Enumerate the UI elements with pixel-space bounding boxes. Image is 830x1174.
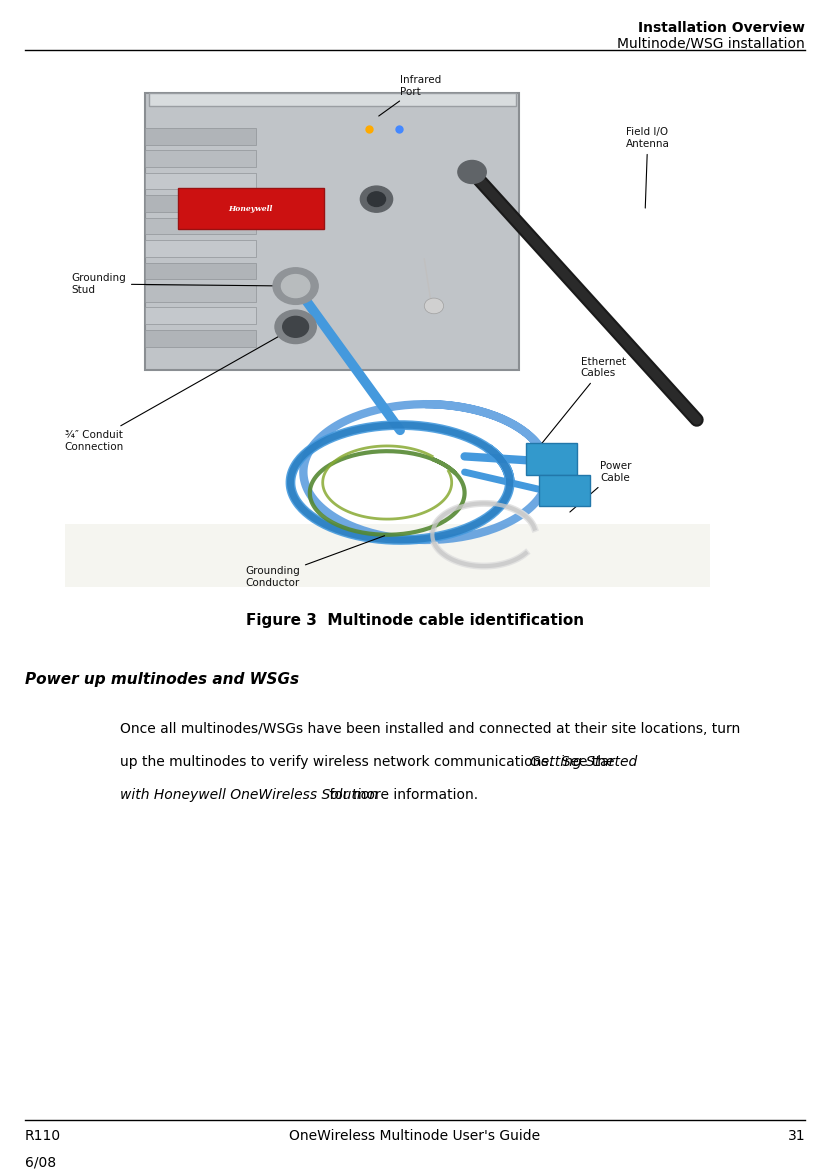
FancyBboxPatch shape bbox=[145, 93, 520, 370]
Text: Grounding
Conductor: Grounding Conductor bbox=[246, 535, 384, 588]
Circle shape bbox=[360, 187, 393, 212]
FancyBboxPatch shape bbox=[178, 188, 324, 229]
FancyBboxPatch shape bbox=[145, 150, 256, 167]
Text: Grounding
Stud: Grounding Stud bbox=[71, 274, 293, 295]
FancyBboxPatch shape bbox=[149, 93, 516, 107]
Circle shape bbox=[458, 161, 486, 183]
Circle shape bbox=[424, 298, 443, 313]
Text: Power up multinodes and WSGs: Power up multinodes and WSGs bbox=[25, 672, 299, 687]
Text: OneWireless Multinode User's Guide: OneWireless Multinode User's Guide bbox=[290, 1129, 540, 1143]
FancyBboxPatch shape bbox=[145, 285, 256, 302]
FancyBboxPatch shape bbox=[526, 444, 578, 474]
FancyBboxPatch shape bbox=[145, 263, 256, 279]
FancyBboxPatch shape bbox=[145, 217, 256, 235]
Text: Once all multinodes/WSGs have been installed and connected at their site locatio: Once all multinodes/WSGs have been insta… bbox=[120, 722, 740, 736]
Text: Figure 3  Multinode cable identification: Figure 3 Multinode cable identification bbox=[246, 613, 584, 628]
Text: R110: R110 bbox=[25, 1129, 61, 1143]
FancyBboxPatch shape bbox=[145, 241, 256, 257]
Circle shape bbox=[368, 191, 385, 207]
Text: Infrared
Port: Infrared Port bbox=[378, 75, 442, 116]
FancyBboxPatch shape bbox=[145, 128, 256, 144]
Text: ¾″ Conduit
Connection: ¾″ Conduit Connection bbox=[65, 329, 293, 452]
Text: Ethernet
Cables: Ethernet Cables bbox=[537, 357, 626, 448]
FancyBboxPatch shape bbox=[65, 525, 710, 587]
Text: Power
Cable: Power Cable bbox=[570, 461, 632, 512]
Text: 31: 31 bbox=[788, 1129, 805, 1143]
Text: for more information.: for more information. bbox=[325, 788, 478, 802]
Text: up the multinodes to verify wireless network communications.  See the: up the multinodes to verify wireless net… bbox=[120, 755, 619, 769]
Circle shape bbox=[275, 310, 316, 344]
FancyBboxPatch shape bbox=[539, 474, 590, 506]
Text: Installation Overview: Installation Overview bbox=[638, 21, 805, 35]
Text: Field I/O
Antenna: Field I/O Antenna bbox=[626, 127, 670, 208]
FancyBboxPatch shape bbox=[145, 330, 256, 346]
Circle shape bbox=[283, 316, 309, 337]
Text: Getting Started: Getting Started bbox=[530, 755, 637, 769]
FancyBboxPatch shape bbox=[145, 173, 256, 189]
Text: Honeywell: Honeywell bbox=[228, 204, 273, 212]
FancyBboxPatch shape bbox=[145, 308, 256, 324]
Text: 6/08: 6/08 bbox=[25, 1155, 56, 1169]
Circle shape bbox=[281, 275, 310, 297]
Circle shape bbox=[273, 268, 318, 304]
Text: with Honeywell OneWireless Solution: with Honeywell OneWireless Solution bbox=[120, 788, 378, 802]
Text: Multinode/WSG installation: Multinode/WSG installation bbox=[618, 36, 805, 50]
FancyBboxPatch shape bbox=[145, 195, 256, 211]
